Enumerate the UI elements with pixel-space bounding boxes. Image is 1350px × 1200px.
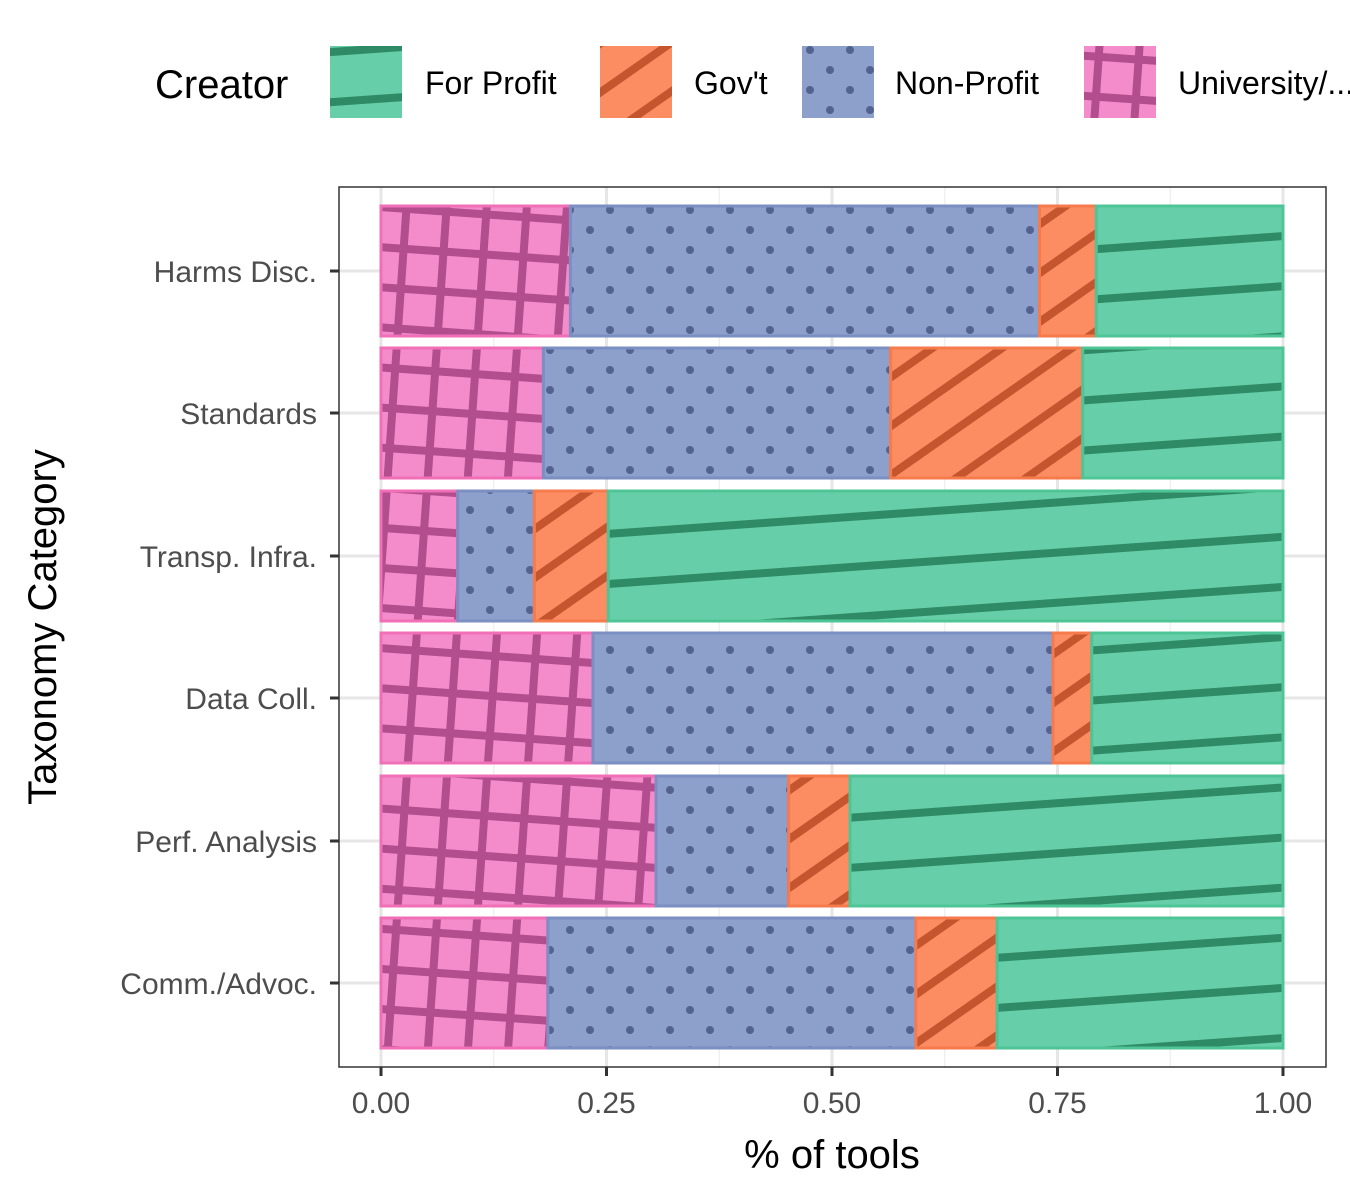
bar-data-coll-for-profit xyxy=(1090,631,1285,765)
legend-key-university xyxy=(1084,46,1156,118)
x-tick-label: 0.25 xyxy=(577,1087,635,1120)
y-tick-label: Harms Disc. xyxy=(154,256,317,289)
bar-transp-infra-non-profit xyxy=(456,489,536,623)
bar-comm-advoc-for-profit xyxy=(995,916,1285,1050)
y-axis-title: Taxonomy Category xyxy=(21,449,65,805)
bar-comm-advoc-university xyxy=(379,916,550,1050)
legend-key-for-profit xyxy=(330,46,402,118)
bar-standards-university xyxy=(379,346,545,480)
plot-panel xyxy=(338,186,1327,1068)
bar-harms-disc-gov-t xyxy=(1037,204,1098,338)
bar-standards-for-profit xyxy=(1081,346,1285,480)
bar-perf-analysis-for-profit xyxy=(848,774,1285,908)
bar-harms-disc-for-profit xyxy=(1094,204,1285,338)
y-axis: Harms Disc. Standards Transp. Infra. Data C… xyxy=(120,256,339,1001)
y-tick-label: Data Coll. xyxy=(185,683,317,716)
legend: Creator For Profit Gov't Non-Profit Univers… xyxy=(155,46,1350,118)
legend-key-gov-t xyxy=(600,46,672,118)
bar-perf-analysis-gov-t xyxy=(787,774,852,908)
y-tick-label: Standards xyxy=(180,398,317,431)
legend-label-for-profit: For Profit xyxy=(425,65,557,101)
x-tick-label: 0.75 xyxy=(1028,1087,1086,1120)
y-tick-label: Transp. Infra. xyxy=(140,541,317,574)
x-axis-title: % of tools xyxy=(744,1133,920,1177)
bar-perf-analysis-non-profit xyxy=(654,774,791,908)
legend-title: Creator xyxy=(155,63,288,107)
x-axis: 0.00 0.25 0.50 0.75 1.00 xyxy=(352,1067,1312,1120)
legend-label-non-profit: Non-Profit xyxy=(895,65,1039,101)
bar-harms-disc-non-profit xyxy=(568,204,1041,338)
y-tick-label: Comm./Advoc. xyxy=(120,968,317,1001)
x-tick-label: 1.00 xyxy=(1254,1087,1312,1120)
legend-label-gov-t: Gov't xyxy=(694,65,768,101)
bar-data-coll-gov-t xyxy=(1051,631,1094,765)
x-tick-label: 0.00 xyxy=(352,1087,410,1120)
legend-key-non-profit xyxy=(802,46,874,118)
legend-label-university: University/... xyxy=(1178,65,1350,101)
bar-perf-analysis-university xyxy=(379,774,658,908)
bar-harms-disc-university xyxy=(379,204,572,338)
bar-standards-gov-t xyxy=(889,346,1085,480)
bar-transp-infra-university xyxy=(379,489,460,623)
bar-comm-advoc-non-profit xyxy=(546,916,918,1050)
bar-comm-advoc-gov-t xyxy=(914,916,999,1050)
bar-transp-infra-gov-t xyxy=(532,489,610,623)
bar-transp-infra-for-profit xyxy=(606,489,1285,623)
bar-data-coll-university xyxy=(379,631,595,765)
bar-standards-non-profit xyxy=(541,346,893,480)
bar-data-coll-non-profit xyxy=(591,631,1055,765)
y-tick-label: Perf. Analysis xyxy=(135,826,317,859)
x-tick-label: 0.50 xyxy=(803,1087,861,1120)
